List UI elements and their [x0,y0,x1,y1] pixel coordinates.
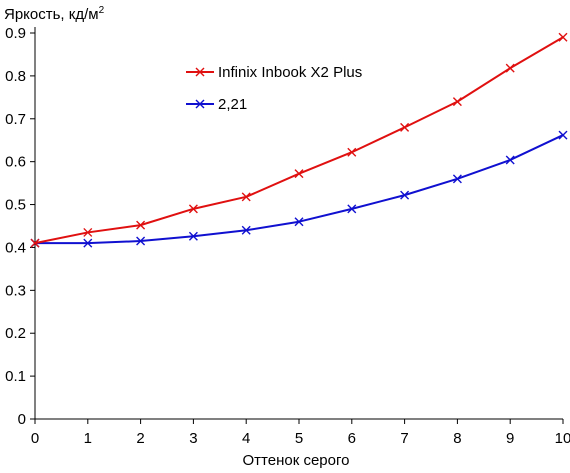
legend: Infinix Inbook X2 Plus 2,21 [186,64,362,113]
marker-stroke [195,67,205,77]
marker-stroke [294,169,304,179]
y-tick-label: 0.9 [5,25,26,42]
data-point [83,238,93,248]
data-point [241,192,251,202]
series-line [35,134,564,245]
legend-label: Infinix Inbook X2 Plus [218,64,362,81]
marker-stroke [347,147,357,157]
legend-item-2: 2,21 [186,96,247,113]
data-point [558,130,568,140]
data-point [188,231,198,241]
y-axis-title-text: Яркость, кд/м [4,6,99,23]
marker-stroke [400,122,410,132]
x-tick-label: 10 [555,430,570,447]
marker-stroke [195,99,205,109]
marker-stroke [294,217,304,227]
x-tick-label: 7 [400,430,408,447]
marker-stroke [452,97,462,107]
data-point [136,220,146,230]
data-point [136,236,146,246]
marker-stroke [400,190,410,200]
marker-stroke [241,225,251,235]
data-point [83,227,93,237]
marker-stroke [347,204,357,214]
marker-stroke [83,227,93,237]
data-point [452,174,462,184]
data-point [30,238,40,248]
legend-swatch-marker [195,67,205,77]
marker-stroke [30,238,40,248]
series-1 [30,32,568,248]
marker-stroke [83,238,93,248]
marker-stroke [558,32,568,42]
data-point [558,32,568,42]
marker-stroke [136,220,146,230]
x-tick-label: 6 [348,430,356,447]
data-point [188,204,198,214]
marker-stroke [188,231,198,241]
y-axis: 0 0.1 0.2 0.3 0.4 0.5 0.6 0.7 0.8 0.9 [5,25,36,428]
y-tick-label: 0.1 [5,368,26,385]
data-point [400,190,410,200]
y-tick-label: 0 [18,411,26,428]
series-layer [30,32,568,248]
legend-label: 2,21 [218,96,247,113]
data-point [294,169,304,179]
x-axis-title: Оттенок серого [243,452,350,468]
data-point [241,225,251,235]
data-point [347,147,357,157]
y-tick-label: 0.3 [5,282,26,299]
x-tick-label: 5 [295,430,303,447]
marker-stroke [505,63,515,73]
y-tick-label: 0.6 [5,154,26,171]
data-point [505,63,515,73]
y-axis-title-superscript: 2 [99,5,105,16]
y-tick-label: 0.7 [5,111,26,128]
data-point [505,155,515,165]
data-point [347,204,357,214]
x-tick-label: 2 [136,430,144,447]
marker-stroke [188,204,198,214]
x-tick-label: 9 [506,430,514,447]
y-axis-title: Яркость, кд/м2 [4,5,105,23]
x-tick-label: 3 [189,430,197,447]
legend-swatch-marker [195,99,205,109]
marker-stroke [558,130,568,140]
y-tick-label: 0.5 [5,197,26,214]
legend-item-1: Infinix Inbook X2 Plus [186,64,362,81]
marker-stroke [136,236,146,246]
data-point [452,97,462,107]
data-point [294,217,304,227]
x-tick-label: 8 [453,430,461,447]
y-tick-label: 0.4 [5,239,26,256]
x-tick-label: 4 [242,430,250,447]
y-tick-label: 0.2 [5,325,26,342]
data-point [400,122,410,132]
x-tick-label: 1 [84,430,92,447]
x-tick-label: 0 [31,430,39,447]
x-axis: 0 1 2 3 4 5 6 7 8 9 10 [31,418,570,447]
y-tick-label: 0.8 [5,68,26,85]
marker-stroke [241,192,251,202]
marker-stroke [452,174,462,184]
marker-stroke [505,155,515,165]
